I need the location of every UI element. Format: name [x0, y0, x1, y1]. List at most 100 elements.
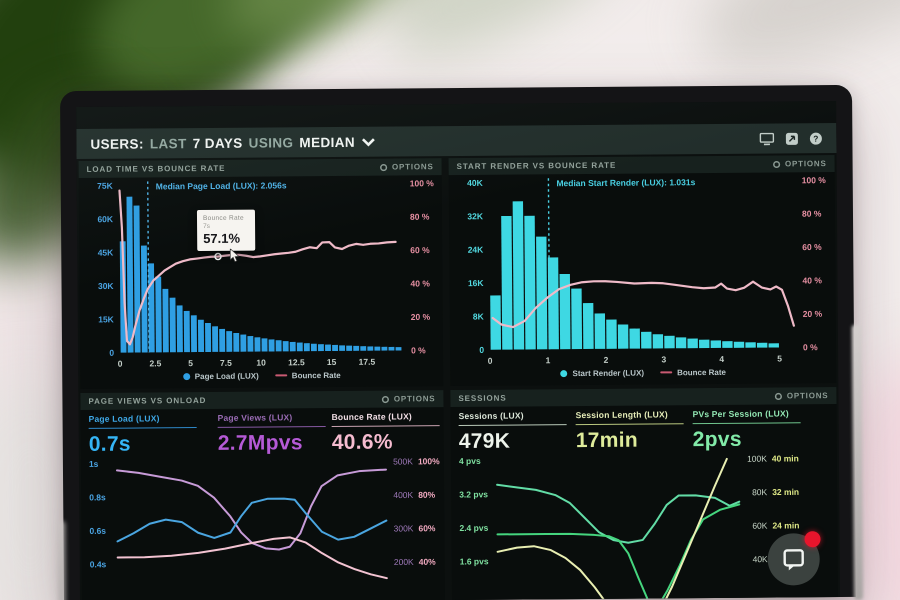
header-range-dim: LAST: [149, 135, 187, 151]
chart-legend: Page Load (LUX) Bounce Rate: [80, 366, 443, 385]
legend-item: Start Render (LUX): [560, 368, 644, 378]
svg-text:80 %: 80 %: [410, 212, 430, 222]
options-button[interactable]: OPTIONS: [382, 394, 435, 404]
svg-text:60 %: 60 %: [802, 242, 822, 252]
svg-text:8K: 8K: [473, 311, 485, 321]
svg-text:75K: 75K: [97, 181, 114, 191]
tooltip-x-value: 7s: [203, 222, 210, 230]
metric-page-load: Page Load (LUX) 0.7s: [89, 413, 197, 457]
header-prefix: USERS:: [90, 135, 144, 152]
laptop-bezel: USERS: LAST 7 DAYS USING MEDIAN: [60, 84, 856, 600]
svg-text:7.5: 7.5: [220, 358, 232, 368]
laptop-screen: USERS: LAST 7 DAYS USING MEDIAN: [76, 101, 840, 600]
svg-text:10: 10: [256, 358, 266, 368]
panel-title-bar: LOAD TIME VS BOUNCE RATE OPTIONS: [78, 158, 442, 178]
svg-text:200K: 200K: [394, 557, 414, 567]
svg-text:30K: 30K: [98, 281, 115, 291]
svg-text:80 %: 80 %: [802, 209, 822, 219]
metric-rule: [331, 425, 440, 427]
panel-load-time: LOAD TIME VS BOUNCE RATE OPTIONS 75K 60K 4…: [78, 158, 444, 389]
svg-text:?: ?: [813, 133, 818, 143]
svg-text:0.6s: 0.6s: [89, 526, 106, 536]
svg-text:24 min: 24 min: [772, 520, 799, 530]
panel-sessions: SESSIONS OPTIONS Sessions (LUX) 479K Ses…: [450, 387, 838, 600]
svg-text:100%: 100%: [418, 456, 440, 466]
svg-text:1: 1: [546, 355, 551, 365]
chevron-down-icon: [361, 137, 375, 147]
panel-title: LOAD TIME VS BOUNCE RATE: [86, 163, 226, 174]
panel-title: SESSIONS: [458, 393, 507, 403]
svg-text:15K: 15K: [98, 314, 115, 324]
svg-text:1.6 pvs: 1.6 pvs: [460, 556, 489, 566]
svg-text:40%: 40%: [419, 557, 437, 567]
users-median-dropdown[interactable]: USERS: LAST 7 DAYS USING MEDIAN: [90, 134, 375, 151]
header-metric: MEDIAN: [299, 134, 356, 150]
start-render-chart[interactable]: 40K 32K 24K 16K 8K 0 100 % 80 % 60 % 40 % 20 % 0 % 0…: [449, 172, 836, 366]
metric-session-length: Session Length (LUX) 17min: [576, 409, 684, 453]
options-button[interactable]: OPTIONS: [380, 162, 434, 172]
svg-text:4 pvs: 4 pvs: [459, 456, 481, 466]
svg-text:40 min: 40 min: [772, 453, 799, 463]
sessions-chart[interactable]: 4 pvs 3.2 pvs 2.4 pvs 1.6 pvs 100K 40 min 80K 3…: [451, 447, 838, 600]
svg-text:400K: 400K: [393, 490, 413, 500]
metric-label: Session Length (LUX): [575, 409, 668, 421]
svg-text:0.8s: 0.8s: [89, 492, 106, 502]
metric-rule: [88, 427, 197, 429]
panel-start-render: START RENDER VS BOUNCE RATE OPTIONS 40K 3…: [448, 155, 837, 387]
gear-icon: [773, 160, 781, 168]
svg-text:20 %: 20 %: [411, 312, 431, 322]
svg-text:40 %: 40 %: [802, 275, 822, 285]
panel-title: START RENDER VS BOUNCE RATE: [456, 160, 617, 172]
tooltip-value: 57.1%: [203, 230, 241, 246]
mouse-cursor-icon: [229, 248, 240, 263]
page-views-chart[interactable]: 1s 0.8s 0.6s 0.4s 500K 100% 400K 80% 300K 60% 200K…: [81, 450, 445, 600]
chart-tooltip: Bounce Rate 7s 57.1%: [196, 209, 256, 252]
metric-label: Page Views (LUX): [217, 412, 293, 423]
metric-label: PVs Per Session (LUX): [692, 408, 789, 420]
svg-text:0 %: 0 %: [803, 342, 818, 352]
svg-text:4: 4: [719, 354, 724, 364]
metric-sessions: Sessions (LUX) 479K: [459, 410, 567, 454]
svg-text:80K: 80K: [752, 487, 768, 497]
legend-line-marker: [274, 374, 287, 377]
help-icon[interactable]: ?: [809, 132, 822, 145]
svg-text:45K: 45K: [98, 247, 115, 257]
metric-label: Sessions (LUX): [458, 410, 524, 421]
svg-text:1s: 1s: [89, 459, 99, 469]
svg-text:40K: 40K: [467, 178, 484, 188]
svg-text:12.5: 12.5: [288, 357, 305, 367]
svg-text:2.5: 2.5: [149, 358, 161, 368]
metric-label: Bounce Rate (LUX): [331, 411, 412, 422]
panel-title-bar: START RENDER VS BOUNCE RATE OPTIONS: [448, 155, 835, 176]
metric-page-views: Page Views (LUX) 2.7Mpvs: [218, 412, 326, 456]
load-time-chart[interactable]: 75K 60K 45K 30K 15K 0 100 % 80 % 60 % 40 % 20 % 0 %…: [79, 175, 443, 369]
svg-text:5: 5: [777, 353, 782, 363]
svg-text:300K: 300K: [394, 523, 414, 533]
share-icon[interactable]: [785, 132, 798, 145]
metric-label: Page Load (LUX): [88, 413, 160, 424]
legend-item: Bounce Rate: [274, 370, 341, 380]
svg-text:Median Start Render (LUX): 1.0: Median Start Render (LUX): 1.031s: [556, 177, 695, 188]
chart-legend: Start Render (LUX) Bounce Rate: [450, 363, 836, 382]
metric-rule: [692, 422, 801, 425]
svg-text:80%: 80%: [418, 490, 436, 500]
desktop-icon[interactable]: [759, 132, 775, 145]
svg-text:40 %: 40 %: [410, 278, 430, 288]
options-button[interactable]: OPTIONS: [775, 391, 828, 400]
svg-text:24K: 24K: [468, 245, 485, 255]
legend-dot-marker: [560, 369, 568, 377]
gear-icon: [775, 392, 783, 400]
metric-rule: [458, 424, 567, 426]
svg-text:40K: 40K: [753, 554, 769, 564]
svg-text:500K: 500K: [393, 456, 413, 466]
svg-text:60%: 60%: [418, 523, 436, 533]
svg-text:100 %: 100 %: [410, 178, 435, 188]
header-using: USING: [248, 134, 294, 151]
dashboard-header: USERS: LAST 7 DAYS USING MEDIAN: [76, 123, 837, 159]
options-button[interactable]: OPTIONS: [773, 159, 827, 168]
svg-text:15: 15: [327, 357, 337, 367]
chat-button[interactable]: [767, 531, 821, 586]
gear-icon: [380, 163, 388, 171]
svg-text:0: 0: [479, 345, 484, 355]
panel-page-views: PAGE VIEWS VS ONLOAD OPTIONS Page Load (…: [80, 390, 446, 600]
